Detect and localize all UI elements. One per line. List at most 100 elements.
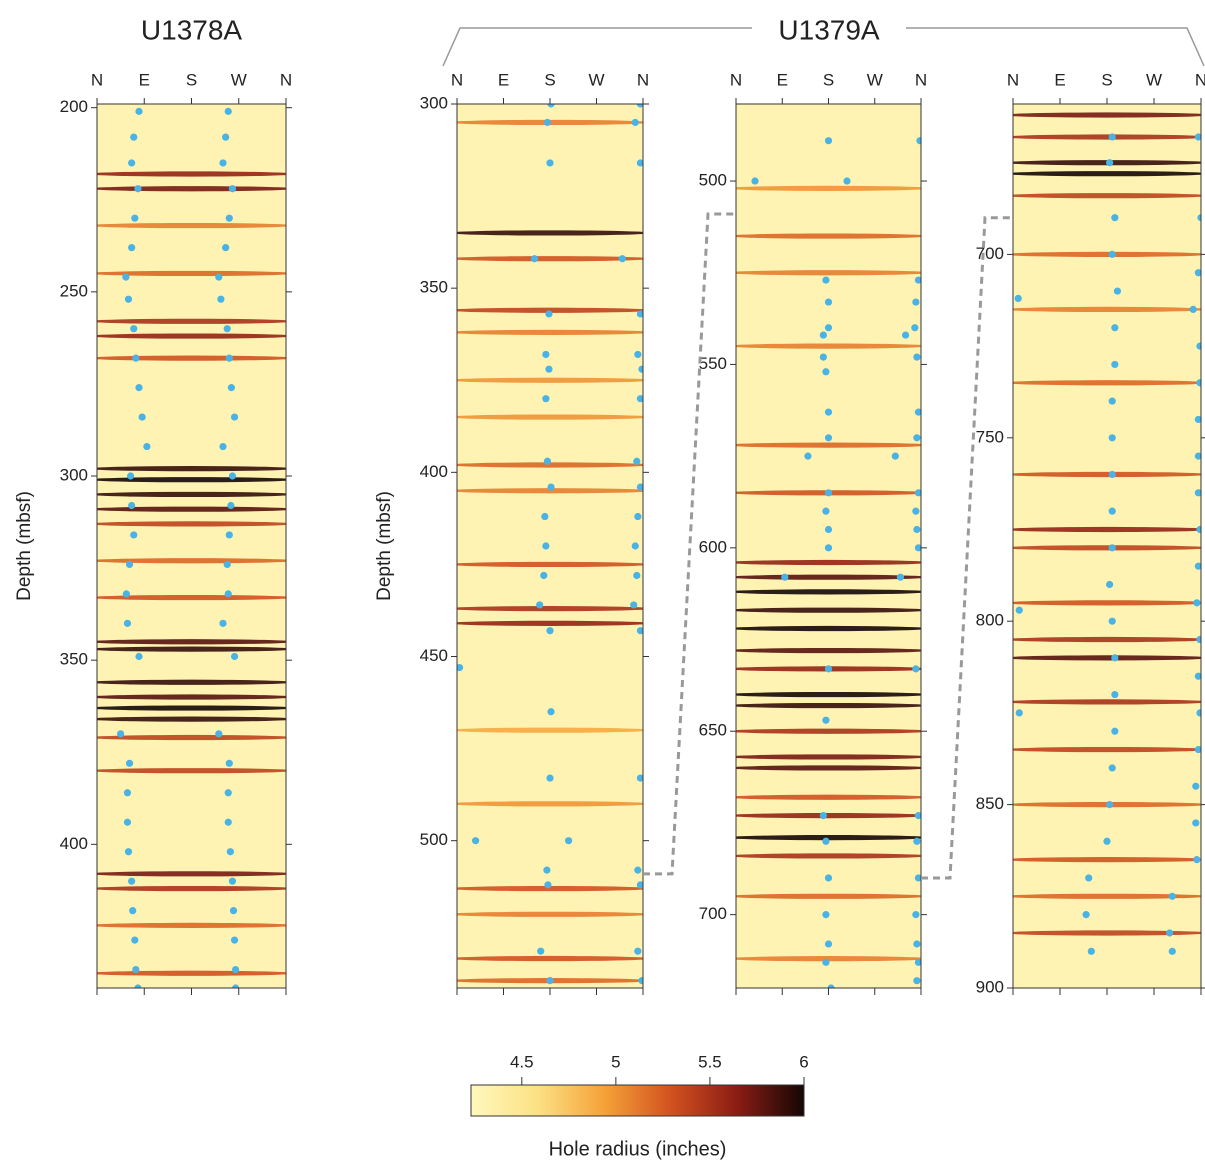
breakout-point — [129, 907, 137, 915]
breakout-point — [228, 877, 237, 885]
breakout-point — [219, 619, 227, 627]
breakout-point — [544, 881, 552, 889]
radius-band — [97, 705, 286, 711]
breakout-point — [822, 716, 830, 724]
radius-band — [457, 488, 643, 494]
breakout-point — [143, 442, 151, 451]
breakout-point — [130, 325, 138, 333]
breakout-point — [123, 818, 132, 826]
breakout-point — [1194, 562, 1201, 570]
breakout-point — [1194, 269, 1201, 277]
breakout-point — [824, 137, 833, 145]
radius-band — [97, 466, 286, 472]
breakout-point — [630, 601, 638, 609]
x-tick-label: S — [186, 70, 197, 89]
radius-band — [1013, 112, 1201, 118]
breakout-point — [230, 413, 239, 421]
y-tick-label: 200 — [60, 97, 88, 116]
colorbar-tick-label: 4.5 — [510, 1052, 534, 1071]
radius-band — [1013, 746, 1201, 753]
depth-connector — [921, 216, 1013, 880]
breakout-point — [822, 958, 830, 966]
radius-band — [736, 185, 921, 191]
radius-band — [1013, 251, 1201, 257]
breakout-point — [1194, 672, 1201, 680]
x-tick-label: N — [451, 70, 463, 89]
radius-band — [457, 801, 643, 807]
breakout-point — [1194, 452, 1201, 460]
radius-band — [1013, 193, 1201, 199]
breakout-point — [631, 542, 639, 550]
breakout-point — [911, 324, 919, 332]
y-tick-label: 500 — [699, 171, 727, 190]
breakout-point — [824, 544, 833, 552]
radius-band — [1013, 655, 1201, 661]
breakout-point — [634, 350, 642, 359]
breakout-point — [1108, 470, 1116, 479]
breakout-point — [1111, 690, 1119, 699]
breakout-point — [1108, 397, 1116, 405]
breakout-point — [913, 525, 921, 534]
breakout-point — [138, 413, 146, 421]
breakout-point — [215, 730, 223, 738]
breakout-point — [634, 512, 642, 521]
image-log — [736, 104, 921, 988]
breakout-point — [219, 442, 227, 451]
breakout-point — [824, 489, 833, 497]
breakout-point — [227, 501, 235, 510]
y-axis-label: Depth (mbsf) — [374, 491, 395, 601]
breakout-point — [819, 331, 827, 339]
breakout-point — [223, 325, 231, 333]
x-tick-label: N — [1195, 70, 1205, 89]
breakout-point — [135, 652, 143, 661]
radius-band — [97, 885, 286, 892]
y-tick-label: 250 — [60, 281, 88, 300]
radius-band — [736, 893, 921, 899]
breakout-point — [547, 708, 555, 716]
radius-band — [457, 727, 643, 733]
radius-band — [457, 885, 643, 892]
x-tick-label: W — [588, 70, 604, 89]
breakout-point — [1194, 745, 1201, 754]
y-tick-label: 750 — [976, 427, 1004, 446]
breakout-point — [913, 940, 921, 948]
radius-band — [1013, 306, 1201, 313]
radius-band — [97, 491, 286, 498]
y-tick-label: 350 — [420, 278, 448, 297]
breakout-point — [545, 310, 553, 318]
y-tick-label: 600 — [699, 537, 727, 556]
breakout-point — [224, 818, 232, 826]
group-title: U1379A — [778, 14, 880, 45]
breakout-point — [1194, 133, 1201, 141]
breakout-point — [228, 185, 237, 193]
breakout-point — [229, 907, 238, 915]
breakout-point — [636, 774, 643, 782]
breakout-point — [1108, 507, 1116, 515]
breakout-point — [1108, 544, 1116, 552]
radius-band — [97, 521, 286, 527]
radius-band — [1013, 699, 1201, 705]
breakout-point — [225, 759, 233, 767]
breakout-point — [914, 276, 921, 284]
y-tick-label: 700 — [976, 244, 1004, 263]
breakout-point — [530, 255, 539, 263]
image-log — [1013, 104, 1201, 988]
breakout-point — [541, 512, 549, 521]
group-bracket — [906, 27, 1205, 67]
breakout-point — [1196, 709, 1201, 717]
breakout-point — [1189, 305, 1197, 314]
radius-band — [97, 171, 286, 177]
x-tick-label: N — [1007, 70, 1019, 89]
radius-band — [736, 702, 921, 709]
image-log — [457, 104, 643, 988]
y-tick-label: 850 — [976, 794, 1004, 813]
breakout-point — [128, 244, 136, 252]
depth-connector — [643, 212, 736, 876]
breakout-point — [1015, 709, 1023, 717]
radius-band — [97, 333, 286, 339]
x-tick-label: N — [730, 70, 742, 89]
x-tick-label: S — [823, 70, 834, 89]
radius-band — [1013, 600, 1201, 606]
breakout-point — [123, 789, 132, 797]
breakout-point — [543, 457, 552, 465]
